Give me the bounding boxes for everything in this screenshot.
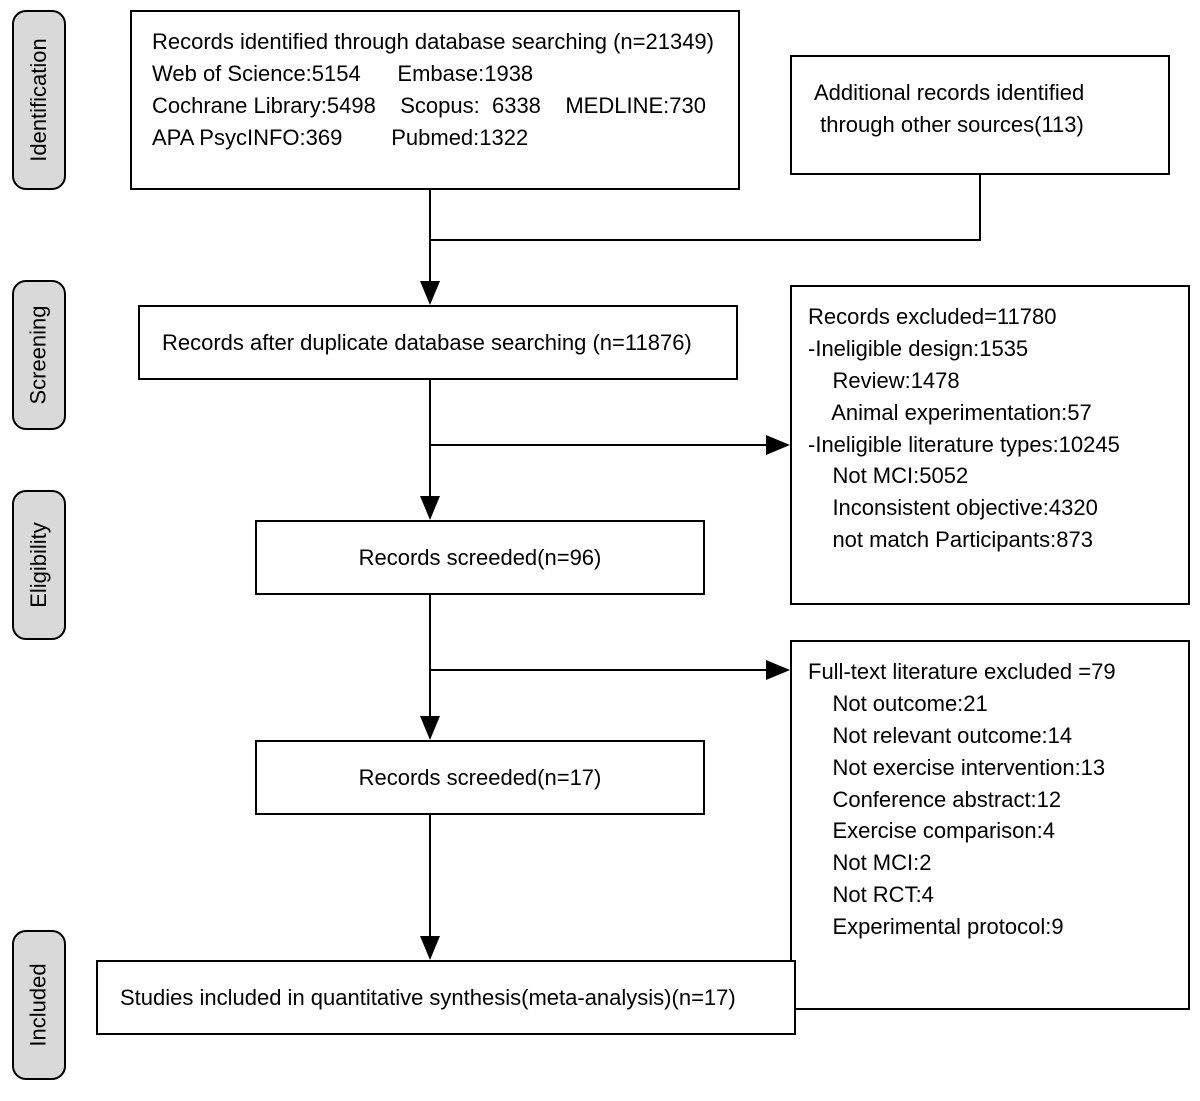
stage-identification-label: Identification xyxy=(26,38,52,162)
excl-line3: Animal experimentation:57 xyxy=(808,397,1172,429)
excl-line2: Review:1478 xyxy=(808,365,1172,397)
stage-included: Included xyxy=(12,930,66,1080)
ft-line4: Conference abstract:12 xyxy=(808,784,1172,816)
excl-line6: Inconsistent objective:4320 xyxy=(808,492,1172,524)
box-screened-96: Records screeded(n=96) xyxy=(255,520,705,595)
box-after-duplicates: Records after duplicate database searchi… xyxy=(138,305,738,380)
additional-line2: through other sources(113) xyxy=(814,109,1146,141)
stage-eligibility: Eligibility xyxy=(12,490,66,640)
ft-line2: Not relevant outcome:14 xyxy=(808,720,1172,752)
box-fulltext-excluded: Full-text literature excluded =79 Not ou… xyxy=(790,640,1190,1010)
screened-96-text: Records screeded(n=96) xyxy=(359,542,602,574)
box-additional-records: Additional records identified through ot… xyxy=(790,55,1170,175)
box-identification-main: Records identified through database sear… xyxy=(130,10,740,190)
identification-title: Records identified through database sear… xyxy=(152,26,718,58)
after-duplicates-text: Records after duplicate database searchi… xyxy=(162,327,692,359)
box-included-final: Studies included in quantitative synthes… xyxy=(96,960,796,1035)
excl-line7: not match Participants:873 xyxy=(808,524,1172,556)
ft-line5: Exercise comparison:4 xyxy=(808,815,1172,847)
stage-eligibility-label: Eligibility xyxy=(26,522,52,608)
included-final-text: Studies included in quantitative synthes… xyxy=(120,982,736,1014)
ft-line8: Experimental protocol:9 xyxy=(808,911,1172,943)
identification-line1: Web of Science:5154 Embase:1938 xyxy=(152,58,718,90)
identification-line3: APA PsycINFO:369 Pubmed:1322 xyxy=(152,122,718,154)
additional-line1: Additional records identified xyxy=(814,77,1146,109)
ft-line1: Not outcome:21 xyxy=(808,688,1172,720)
box-records-excluded: Records excluded=11780 -Ineligible desig… xyxy=(790,285,1190,605)
box-screened-17: Records screeded(n=17) xyxy=(255,740,705,815)
stage-screening: Screening xyxy=(12,280,66,430)
excl-line4: -Ineligible literature types:10245 xyxy=(808,429,1172,461)
identification-line2: Cochrane Library:5498 Scopus: 6338 MEDLI… xyxy=(152,90,718,122)
ft-line7: Not RCT:4 xyxy=(808,879,1172,911)
ft-line3: Not exercise intervention:13 xyxy=(808,752,1172,784)
stage-included-label: Included xyxy=(26,963,52,1046)
ft-line6: Not MCI:2 xyxy=(808,847,1172,879)
excl-line0: Records excluded=11780 xyxy=(808,301,1172,333)
prisma-flowchart: Identification Screening Eligibility Inc… xyxy=(0,0,1200,1101)
excl-line1: -Ineligible design:1535 xyxy=(808,333,1172,365)
screened-17-text: Records screeded(n=17) xyxy=(359,762,602,794)
stage-screening-label: Screening xyxy=(26,305,52,404)
stage-identification: Identification xyxy=(12,10,66,190)
ft-line0: Full-text literature excluded =79 xyxy=(808,656,1172,688)
excl-line5: Not MCI:5052 xyxy=(808,460,1172,492)
